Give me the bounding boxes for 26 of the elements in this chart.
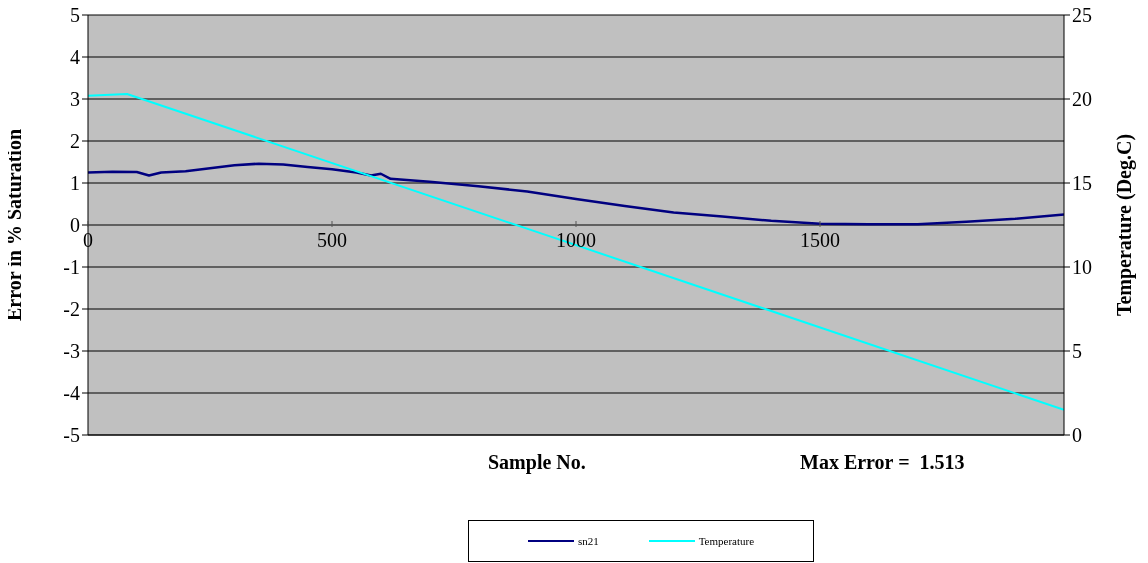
legend-label: sn21 — [577, 535, 599, 547]
text: Max Error = 1.513 — [800, 451, 965, 474]
y-tick-label: 0 — [70, 214, 80, 237]
y2-tick-label: 25 — [1072, 4, 1092, 27]
y-tick-label: 3 — [70, 88, 80, 111]
y-tick-label: 4 — [70, 46, 80, 69]
y-tick-label: 1 — [70, 172, 80, 195]
y-tick-label: -5 — [63, 424, 80, 447]
y2-axis-title: Temperature (Deg.C) — [1113, 133, 1137, 317]
y-tick-label: -2 — [63, 298, 80, 321]
y2-tick-label: 20 — [1072, 88, 1092, 111]
y-tick-label: 5 — [70, 4, 80, 27]
y2-tick-label: 10 — [1072, 256, 1092, 279]
x-tick-label: 1000 — [556, 229, 596, 251]
x-axis-title: Sample No. — [488, 451, 586, 474]
y-tick-label: -3 — [63, 340, 80, 363]
y-tick-label: -1 — [63, 256, 80, 279]
y2-tick-label: 0 — [1072, 424, 1082, 447]
y-tick-label: -4 — [63, 382, 80, 405]
x-tick-label: 500 — [317, 229, 347, 251]
y2-tick-label: 5 — [1072, 340, 1082, 363]
x-tick-label: 1500 — [800, 229, 840, 251]
y-tick-label: 2 — [70, 130, 80, 153]
y2-tick-label: 15 — [1072, 172, 1092, 195]
y-axis-title: Error in % Saturation — [3, 128, 26, 322]
legend-label: Temperature — [698, 535, 755, 547]
